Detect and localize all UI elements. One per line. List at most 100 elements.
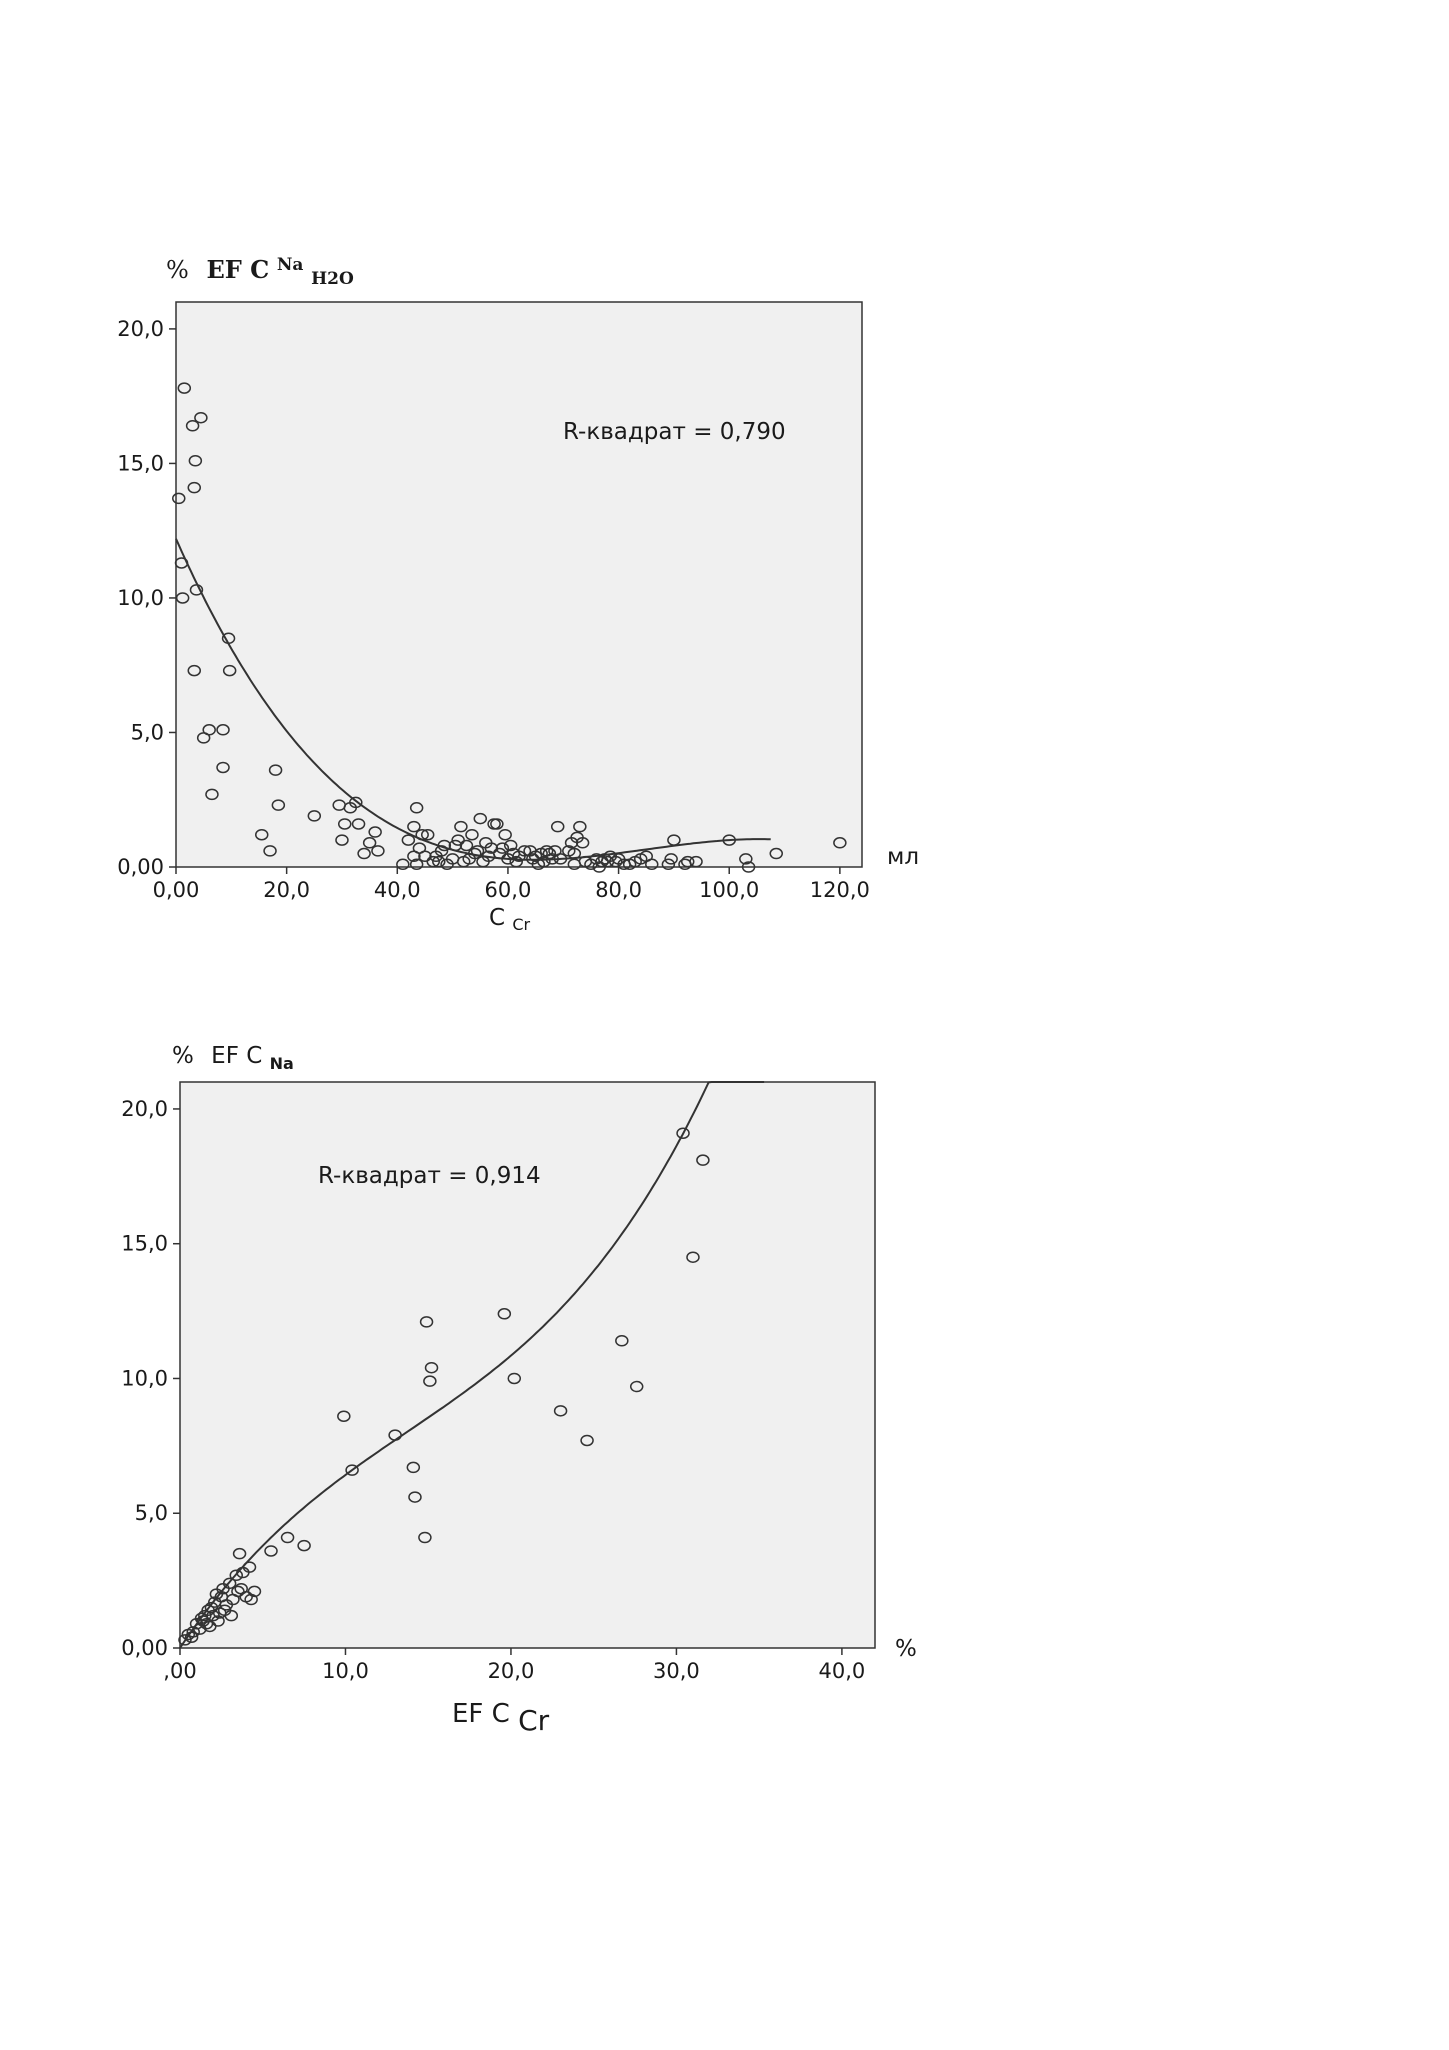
chart-1-data-point bbox=[185, 420, 200, 432]
chart-2-data-point bbox=[229, 1569, 244, 1581]
chart-1-data-point bbox=[368, 826, 382, 838]
chart-1-x-tick-label: 60,0 bbox=[485, 878, 532, 902]
chart-1-data-point bbox=[205, 788, 219, 801]
chart-1-data-point bbox=[409, 802, 424, 814]
chart-2-points bbox=[178, 1127, 710, 1646]
chart-2-y-tick-label: 0,00 bbox=[121, 1636, 168, 1660]
chart-1-x-tick-label: 80,0 bbox=[595, 878, 642, 902]
chart-1-data-point bbox=[454, 820, 468, 833]
chart-1-data-point bbox=[188, 454, 203, 467]
chart-1-data-point bbox=[255, 828, 269, 841]
chart-2-data-point bbox=[247, 1585, 262, 1598]
chart-1-data-point bbox=[517, 845, 532, 857]
chart-2-data-point bbox=[419, 1316, 434, 1328]
chart-2-y-tick-label: 5,0 bbox=[135, 1501, 168, 1525]
chart-2-x-tick-label: 20,0 bbox=[488, 1659, 535, 1683]
chart-2-data-point bbox=[186, 1626, 200, 1638]
chart-2-ylabel: % EF C Na bbox=[172, 1043, 294, 1073]
chart-1-data-point bbox=[459, 839, 474, 852]
chart-1-data-point bbox=[222, 664, 237, 677]
chart-2-r-squared: R-квадрат = 0,914 bbox=[318, 1163, 541, 1189]
chart-1-xlabel: C Cr bbox=[489, 905, 531, 934]
chart-1-ylabel-main: EF C bbox=[206, 255, 269, 284]
chart-1-points bbox=[172, 382, 847, 873]
chart-1-x-tick-label: 120,0 bbox=[810, 878, 870, 902]
chart-1-data-point bbox=[498, 828, 512, 841]
chart-1-data-point bbox=[371, 845, 385, 857]
chart-1-xlabel-main: C bbox=[489, 905, 505, 931]
chart-1-data-point bbox=[407, 850, 421, 862]
chart-2-y-tick-label: 20,0 bbox=[121, 1097, 168, 1121]
chart-1-x-ticks: 0,00 20,0 40,0 60,0 80,0 100,0 120,0 bbox=[153, 867, 870, 902]
chart-2-data-point bbox=[686, 1251, 700, 1263]
chart-1-data-point bbox=[175, 592, 190, 604]
chart-2-x-tick-label: ,00 bbox=[163, 1659, 196, 1683]
chart-1-xlabel-sub: Cr bbox=[512, 915, 530, 934]
chart-1-data-point bbox=[664, 853, 678, 865]
chart-2-data-point bbox=[507, 1372, 522, 1385]
chart-1-data-point bbox=[351, 818, 366, 830]
chart-1-ylabel-sub: H2O bbox=[311, 269, 354, 289]
chart-2-data-point bbox=[224, 1609, 239, 1622]
chart-2-x-ticks: ,00 10,0 20,0 30,0 40,0 bbox=[163, 1648, 865, 1683]
chart-1-data-point bbox=[216, 761, 230, 774]
chart-1-y-tick-label: 15,0 bbox=[117, 451, 164, 475]
chart-1-x-unit: мл bbox=[887, 844, 919, 870]
chart-2-data-point bbox=[280, 1531, 295, 1544]
chart-2-data-point bbox=[211, 1615, 225, 1627]
chart-1-data-point bbox=[420, 828, 435, 841]
chart-2-ylabel-sub: Na bbox=[270, 1054, 294, 1073]
chart-2-y-ticks: 0,00 5,0 10,0 15,0 20,0 bbox=[121, 1097, 180, 1660]
chart-1-data-point bbox=[349, 796, 363, 809]
chart-1-x-tick-label: 100,0 bbox=[699, 878, 759, 902]
chart-1-data-point bbox=[271, 799, 286, 811]
chart-1-y-tick-label: 0,00 bbox=[117, 855, 164, 879]
chart-1-data-point bbox=[739, 853, 753, 865]
chart-2-data-point bbox=[580, 1434, 594, 1447]
chart-1-data-point bbox=[645, 858, 659, 871]
chart-1-data-point bbox=[689, 855, 703, 868]
chart-1-data-point bbox=[396, 858, 410, 871]
chart-1-data-point bbox=[335, 834, 349, 846]
chart-1-data-point bbox=[465, 828, 479, 841]
chart-2-x-tick-label: 30,0 bbox=[653, 1659, 700, 1683]
chart-2-x-tick-label: 10,0 bbox=[322, 1659, 369, 1683]
chart-2-data-point bbox=[222, 1577, 237, 1590]
chart-1-ylabel: % EF C Na H2O bbox=[166, 248, 354, 289]
chart-2-data-point bbox=[297, 1539, 311, 1552]
chart-2-data-point bbox=[615, 1334, 629, 1347]
chart-1-data-point bbox=[172, 492, 186, 505]
chart-2-ylabel-prefix: % bbox=[172, 1043, 194, 1069]
chart-2-data-point bbox=[676, 1127, 690, 1139]
chart-1-r-squared: R-квадрат = 0,790 bbox=[563, 419, 786, 445]
chart-2-xlabel: EF C Cr bbox=[452, 1699, 550, 1737]
chart-1-data-point bbox=[202, 724, 216, 736]
chart-1: % EF C Na H2O 0,00 5,0 10,0 15,0 20,0 0,00 20… bbox=[117, 248, 919, 934]
chart-2-ylabel-main: EF C bbox=[211, 1043, 262, 1069]
chart-1-data-point bbox=[177, 382, 192, 394]
chart-1-data-point bbox=[409, 858, 424, 871]
chart-2-data-point bbox=[337, 1410, 351, 1422]
chart-1-data-point bbox=[833, 837, 847, 849]
chart-1-data-point bbox=[495, 842, 510, 854]
chart-1-data-point bbox=[490, 818, 504, 830]
chart-1-data-point bbox=[263, 845, 277, 857]
chart-2-plot-area bbox=[179, 1081, 876, 1649]
chart-1-ylabel-sup: Na bbox=[277, 255, 304, 275]
chart-1-data-point bbox=[307, 810, 322, 822]
chart-2-x-tick-label: 40,0 bbox=[819, 1659, 866, 1683]
chart-1-data-point bbox=[426, 855, 440, 868]
chart-2-x-unit: % bbox=[895, 1636, 917, 1662]
chart-1-data-point bbox=[194, 411, 208, 424]
chart-2-data-point bbox=[408, 1491, 422, 1503]
chart-2-data-point bbox=[406, 1461, 421, 1474]
chart-1-data-point bbox=[216, 724, 230, 736]
chart-1-data-point bbox=[550, 820, 565, 833]
chart-1-fit-curve bbox=[175, 538, 771, 861]
chart-1-data-point bbox=[401, 834, 416, 846]
chart-1-data-point bbox=[573, 820, 587, 833]
chart-1-data-point bbox=[362, 837, 377, 849]
chart-1-ylabel-prefix: % bbox=[166, 256, 189, 284]
chart-2-data-point bbox=[264, 1545, 278, 1557]
